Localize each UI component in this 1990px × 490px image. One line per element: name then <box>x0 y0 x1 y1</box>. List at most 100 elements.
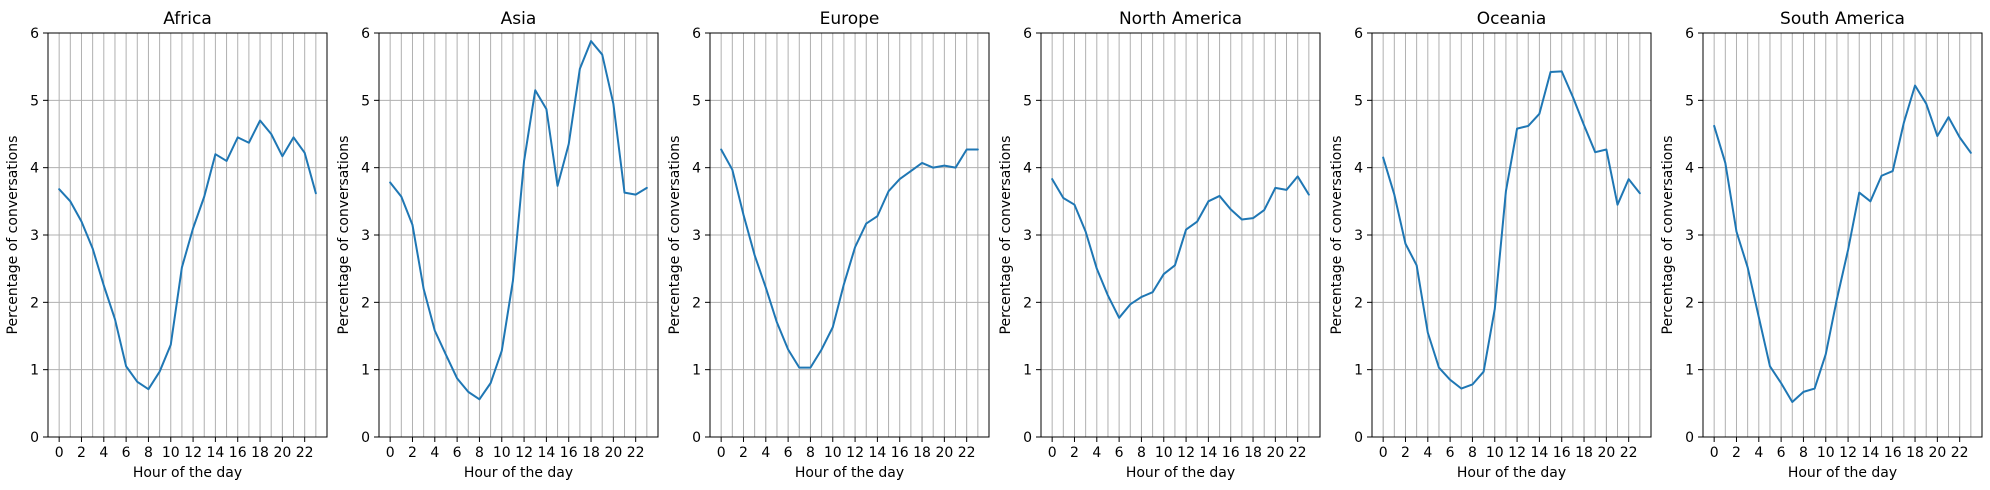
y-tick-label: 5 <box>361 93 370 109</box>
y-tick-label: 5 <box>1685 93 1694 109</box>
x-tick-label: 14 <box>1199 445 1217 461</box>
y-tick-label: 5 <box>1023 93 1032 109</box>
y-tick-label: 1 <box>30 363 39 379</box>
chart-title: North America <box>1119 9 1242 29</box>
x-tick-label: 14 <box>1861 445 1879 461</box>
y-tick-label: 4 <box>1685 161 1694 177</box>
x-tick-label: 20 <box>273 445 291 461</box>
y-tick-label: 3 <box>692 228 701 244</box>
x-tick-label: 8 <box>806 445 815 461</box>
y-axis-label: Percentage of conversations <box>1660 136 1676 335</box>
x-tick-label: 14 <box>537 445 555 461</box>
x-tick-label: 22 <box>627 445 645 461</box>
x-tick-label: 4 <box>99 445 108 461</box>
y-tick-label: 0 <box>1023 430 1032 446</box>
x-tick-label: 0 <box>1379 445 1388 461</box>
x-tick-label: 14 <box>868 445 886 461</box>
x-tick-label: 18 <box>582 445 600 461</box>
x-tick-label: 10 <box>162 445 180 461</box>
x-tick-label: 10 <box>1817 445 1835 461</box>
series-line <box>1382 70 1641 390</box>
x-tick-label: 0 <box>386 445 395 461</box>
y-tick-label: 0 <box>30 430 39 446</box>
x-tick-label: 18 <box>913 445 931 461</box>
y-tick-label: 5 <box>1354 93 1363 109</box>
y-tick-label: 1 <box>692 363 701 379</box>
x-tick-label: 8 <box>144 445 153 461</box>
y-tick-label: 4 <box>30 161 39 177</box>
y-axis-label: Percentage of conversations <box>5 136 21 335</box>
y-tick-label: 4 <box>1023 161 1032 177</box>
x-tick-label: 2 <box>739 445 748 461</box>
x-tick-label: 20 <box>604 445 622 461</box>
y-axis-label: Percentage of conversations <box>998 136 1014 335</box>
x-tick-label: 0 <box>1048 445 1057 461</box>
y-axis-label: Percentage of conversations <box>1329 136 1345 335</box>
x-tick-label: 6 <box>1446 445 1455 461</box>
x-tick-label: 12 <box>846 445 864 461</box>
x-tick-label: 10 <box>824 445 842 461</box>
x-tick-label: 22 <box>1620 445 1638 461</box>
y-tick-label: 3 <box>361 228 370 244</box>
x-axis-label: Hour of the day <box>1788 465 1897 481</box>
y-tick-label: 0 <box>1685 430 1694 446</box>
x-tick-label: 20 <box>1266 445 1284 461</box>
x-tick-label: 16 <box>1553 445 1571 461</box>
x-tick-label: 2 <box>408 445 417 461</box>
y-tick-label: 4 <box>692 161 701 177</box>
chart-title: Oceania <box>1477 9 1547 29</box>
x-tick-label: 12 <box>515 445 533 461</box>
x-tick-label: 4 <box>1754 445 1763 461</box>
x-tick-label: 10 <box>493 445 511 461</box>
x-tick-label: 0 <box>1710 445 1719 461</box>
y-tick-label: 2 <box>1685 295 1694 311</box>
y-tick-label: 4 <box>1354 161 1363 177</box>
y-tick-label: 2 <box>1023 295 1032 311</box>
x-tick-label: 6 <box>1777 445 1786 461</box>
x-tick-label: 22 <box>296 445 314 461</box>
y-tick-label: 5 <box>30 93 39 109</box>
x-axis-label: Hour of the day <box>795 465 904 481</box>
x-tick-label: 20 <box>935 445 953 461</box>
x-tick-label: 12 <box>184 445 202 461</box>
x-tick-label: 14 <box>206 445 224 461</box>
x-tick-label: 22 <box>1289 445 1307 461</box>
y-tick-label: 6 <box>1354 26 1363 42</box>
y-axis-label: Percentage of conversations <box>667 136 683 335</box>
x-tick-label: 12 <box>1839 445 1857 461</box>
x-axis-label: Hour of the day <box>464 465 573 481</box>
y-tick-label: 6 <box>1685 26 1694 42</box>
y-tick-label: 2 <box>692 295 701 311</box>
series-line <box>720 148 979 369</box>
x-tick-label: 8 <box>475 445 484 461</box>
x-tick-label: 14 <box>1530 445 1548 461</box>
y-tick-label: 2 <box>30 295 39 311</box>
x-tick-label: 0 <box>717 445 726 461</box>
series-line <box>1713 84 1972 403</box>
x-tick-label: 18 <box>1906 445 1924 461</box>
x-tick-label: 2 <box>1070 445 1079 461</box>
x-tick-label: 18 <box>1575 445 1593 461</box>
y-tick-label: 0 <box>361 430 370 446</box>
y-tick-label: 4 <box>361 161 370 177</box>
x-axis-label: Hour of the day <box>1126 465 1235 481</box>
y-tick-label: 0 <box>692 430 701 446</box>
chart-title: South America <box>1780 9 1905 29</box>
y-axis-label: Percentage of conversations <box>336 136 352 335</box>
x-tick-label: 6 <box>784 445 793 461</box>
y-tick-label: 6 <box>30 26 39 42</box>
x-tick-label: 16 <box>229 445 247 461</box>
y-tick-label: 6 <box>692 26 701 42</box>
y-tick-label: 1 <box>1023 363 1032 379</box>
x-tick-label: 16 <box>891 445 909 461</box>
y-tick-label: 2 <box>1354 295 1363 311</box>
x-tick-label: 8 <box>1137 445 1146 461</box>
x-tick-label: 0 <box>55 445 64 461</box>
series-line <box>1051 175 1310 319</box>
x-tick-label: 6 <box>1115 445 1124 461</box>
